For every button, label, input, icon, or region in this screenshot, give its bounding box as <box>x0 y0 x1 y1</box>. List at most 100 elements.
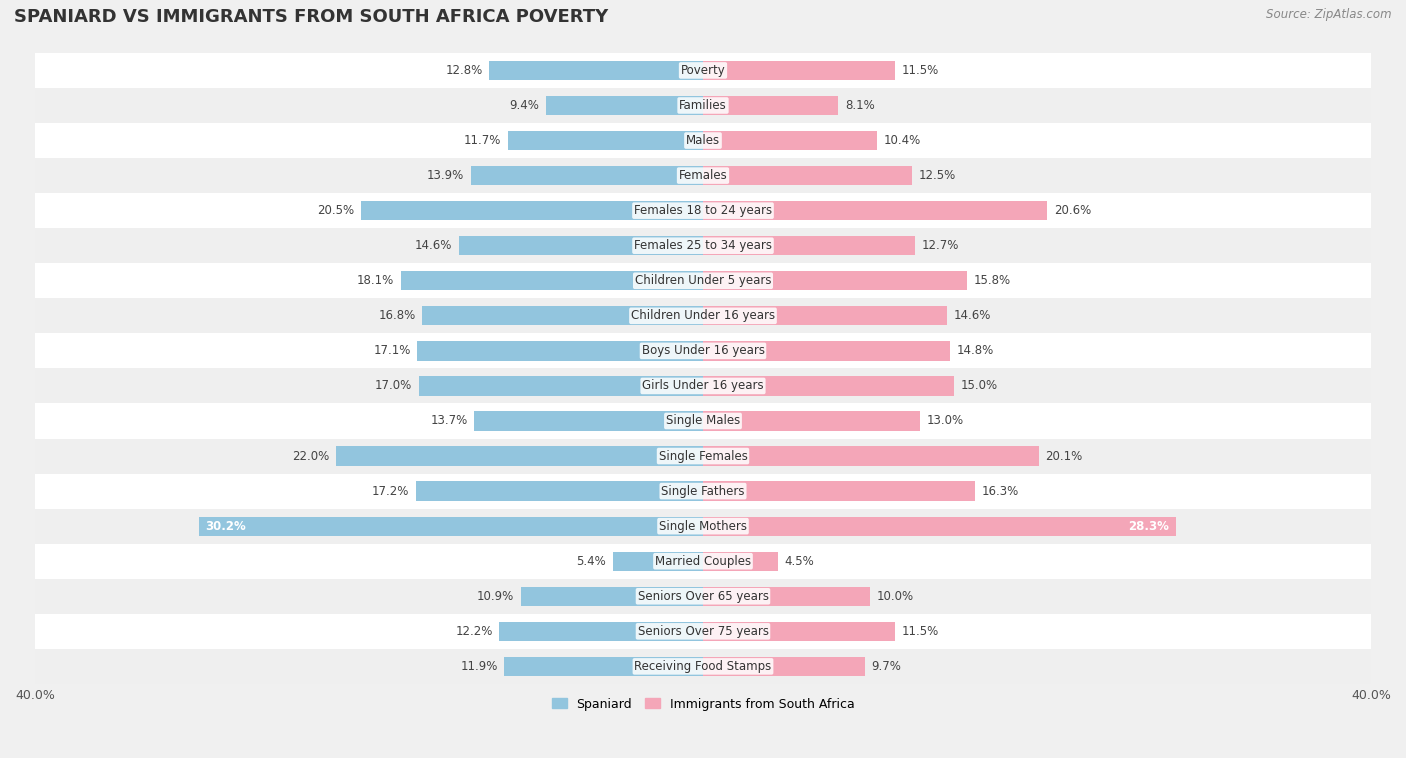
Bar <box>418 341 703 361</box>
Text: 9.4%: 9.4% <box>509 99 540 112</box>
Bar <box>703 376 953 396</box>
Bar <box>703 552 778 571</box>
Text: 4.5%: 4.5% <box>785 555 814 568</box>
Text: 16.3%: 16.3% <box>981 484 1019 497</box>
Bar <box>522 587 703 606</box>
Bar <box>422 306 703 325</box>
Text: Males: Males <box>686 134 720 147</box>
Bar <box>703 271 967 290</box>
Text: 14.6%: 14.6% <box>953 309 991 322</box>
Bar <box>35 439 1371 474</box>
Text: 11.7%: 11.7% <box>464 134 501 147</box>
Text: Girls Under 16 years: Girls Under 16 years <box>643 380 763 393</box>
Text: 16.8%: 16.8% <box>378 309 416 322</box>
Text: 28.3%: 28.3% <box>1128 520 1168 533</box>
Bar <box>474 412 703 431</box>
Text: 20.1%: 20.1% <box>1046 449 1083 462</box>
Text: Single Males: Single Males <box>666 415 740 428</box>
Bar <box>505 656 703 676</box>
Bar <box>416 481 703 501</box>
Text: Single Females: Single Females <box>658 449 748 462</box>
Bar <box>35 53 1371 88</box>
Text: Receiving Food Stamps: Receiving Food Stamps <box>634 660 772 673</box>
Bar <box>35 263 1371 299</box>
Bar <box>703 516 1175 536</box>
Text: SPANIARD VS IMMIGRANTS FROM SOUTH AFRICA POVERTY: SPANIARD VS IMMIGRANTS FROM SOUTH AFRICA… <box>14 8 609 26</box>
Bar <box>198 516 703 536</box>
Bar <box>703 201 1047 221</box>
Bar <box>703 656 865 676</box>
Text: 18.1%: 18.1% <box>357 274 394 287</box>
Bar <box>499 622 703 641</box>
Bar <box>703 236 915 255</box>
Bar <box>35 579 1371 614</box>
Text: 30.2%: 30.2% <box>205 520 246 533</box>
Text: Females 25 to 34 years: Females 25 to 34 years <box>634 240 772 252</box>
Text: 17.2%: 17.2% <box>371 484 409 497</box>
Text: 15.8%: 15.8% <box>973 274 1011 287</box>
Bar <box>35 228 1371 263</box>
Bar <box>703 131 877 150</box>
Text: Females: Females <box>679 169 727 182</box>
Text: 20.5%: 20.5% <box>316 204 354 217</box>
Text: 20.6%: 20.6% <box>1053 204 1091 217</box>
Text: 12.5%: 12.5% <box>918 169 956 182</box>
Text: Seniors Over 75 years: Seniors Over 75 years <box>637 625 769 637</box>
Text: Children Under 5 years: Children Under 5 years <box>634 274 772 287</box>
Legend: Spaniard, Immigrants from South Africa: Spaniard, Immigrants from South Africa <box>547 693 859 716</box>
Text: 5.4%: 5.4% <box>576 555 606 568</box>
Text: 8.1%: 8.1% <box>845 99 875 112</box>
Bar <box>703 412 920 431</box>
Text: 10.9%: 10.9% <box>477 590 515 603</box>
Bar <box>35 123 1371 158</box>
Bar <box>35 614 1371 649</box>
Text: 10.0%: 10.0% <box>877 590 914 603</box>
Text: Children Under 16 years: Children Under 16 years <box>631 309 775 322</box>
Text: 14.8%: 14.8% <box>957 344 994 357</box>
Bar <box>703 446 1039 465</box>
Text: 17.1%: 17.1% <box>374 344 411 357</box>
Bar <box>35 649 1371 684</box>
Text: Source: ZipAtlas.com: Source: ZipAtlas.com <box>1267 8 1392 20</box>
Text: 10.4%: 10.4% <box>883 134 921 147</box>
Bar <box>508 131 703 150</box>
Text: Single Mothers: Single Mothers <box>659 520 747 533</box>
Bar <box>35 299 1371 334</box>
Bar <box>35 543 1371 579</box>
Bar <box>360 201 703 221</box>
Bar <box>460 236 703 255</box>
Bar <box>546 96 703 115</box>
Bar <box>35 193 1371 228</box>
Bar <box>703 306 946 325</box>
Bar <box>471 166 703 185</box>
Text: Families: Families <box>679 99 727 112</box>
Bar <box>703 96 838 115</box>
Bar <box>703 481 976 501</box>
Bar <box>35 334 1371 368</box>
Bar <box>336 446 703 465</box>
Bar <box>703 61 896 80</box>
Text: 13.0%: 13.0% <box>927 415 965 428</box>
Bar <box>35 474 1371 509</box>
Text: Poverty: Poverty <box>681 64 725 77</box>
Text: 13.9%: 13.9% <box>427 169 464 182</box>
Bar <box>35 509 1371 543</box>
Text: Married Couples: Married Couples <box>655 555 751 568</box>
Bar <box>703 622 896 641</box>
Text: 15.0%: 15.0% <box>960 380 997 393</box>
Bar <box>419 376 703 396</box>
Text: 11.5%: 11.5% <box>901 625 939 637</box>
Bar <box>401 271 703 290</box>
Text: 14.6%: 14.6% <box>415 240 453 252</box>
Text: 11.5%: 11.5% <box>901 64 939 77</box>
Text: 12.8%: 12.8% <box>446 64 482 77</box>
Text: 12.7%: 12.7% <box>922 240 959 252</box>
Bar <box>613 552 703 571</box>
Bar <box>703 587 870 606</box>
Text: 22.0%: 22.0% <box>291 449 329 462</box>
Text: Single Fathers: Single Fathers <box>661 484 745 497</box>
Text: Boys Under 16 years: Boys Under 16 years <box>641 344 765 357</box>
Text: Seniors Over 65 years: Seniors Over 65 years <box>637 590 769 603</box>
Text: 11.9%: 11.9% <box>460 660 498 673</box>
Text: 12.2%: 12.2% <box>456 625 492 637</box>
